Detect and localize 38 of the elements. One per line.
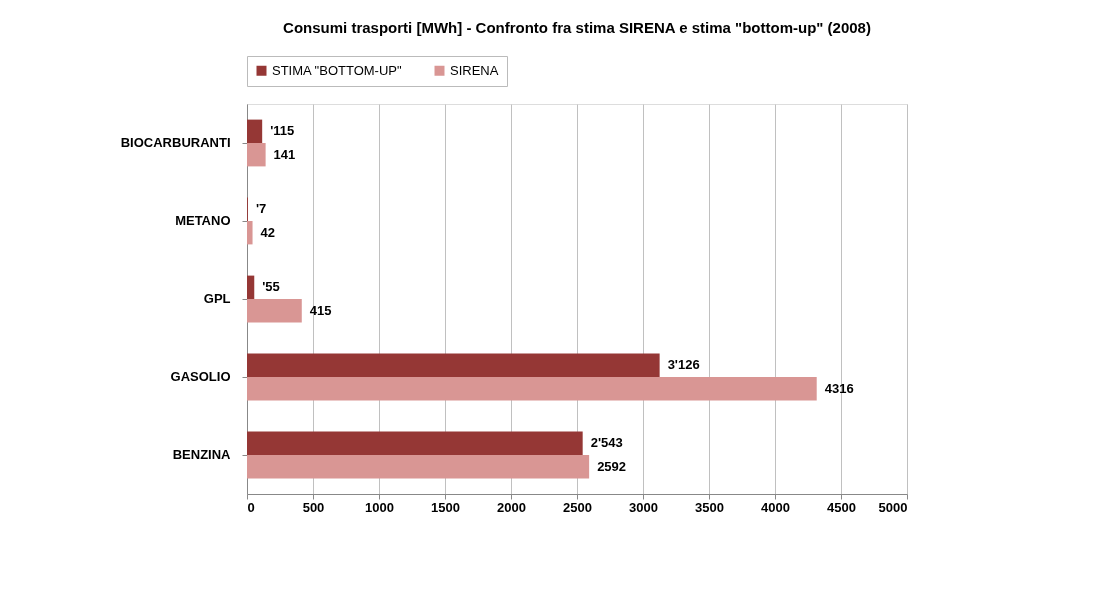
x-tick-label: 2500 [563, 499, 592, 515]
bar [247, 143, 266, 167]
data-label: '7 [255, 201, 267, 217]
y-tick-label: GASOLIO [170, 369, 231, 384]
bar [247, 299, 302, 323]
x-tick-label: 0 [247, 499, 255, 515]
bar [247, 275, 255, 299]
data-label: 2592 [597, 458, 627, 474]
bar [247, 431, 583, 455]
x-tick-label: 3000 [629, 499, 658, 515]
data-label: 4316 [824, 380, 854, 396]
legend-label: SIRENA [450, 62, 499, 78]
bar [247, 377, 817, 401]
chart-title: Consumi trasporti [MWh] - Confronto fra stima SIRENA e stima "bottom-up" (2008) [283, 18, 871, 36]
legend-label: STIMA "BOTTOM-UP" [272, 62, 402, 78]
x-tick-label: 2000 [497, 499, 526, 515]
bar [247, 119, 263, 143]
data-label: 415 [309, 302, 332, 318]
bar [247, 455, 590, 479]
data-label: 141 [273, 146, 296, 162]
x-tick-label: 4500 [827, 499, 856, 515]
y-tick-label: BENZINA [172, 447, 232, 462]
x-tick-label: 4000 [761, 499, 790, 515]
x-tick-label: 5000 [878, 499, 908, 515]
x-tick-label: 1000 [365, 499, 394, 515]
bar [247, 353, 660, 377]
bar [247, 221, 253, 245]
y-tick-label: METANO [175, 213, 231, 228]
data-label: '55 [262, 279, 280, 295]
data-label: 2'543 [590, 435, 623, 451]
x-tick-label: 3500 [695, 499, 724, 515]
data-label: '115 [270, 123, 295, 139]
data-label: 3'126 [667, 357, 700, 373]
y-tick-label: BIOCARBURANTI [120, 135, 231, 150]
data-label: 42 [260, 224, 276, 240]
x-tick-label: 500 [302, 499, 325, 515]
x-tick-label: 1500 [431, 499, 460, 515]
y-tick-label: GPL [203, 291, 231, 306]
